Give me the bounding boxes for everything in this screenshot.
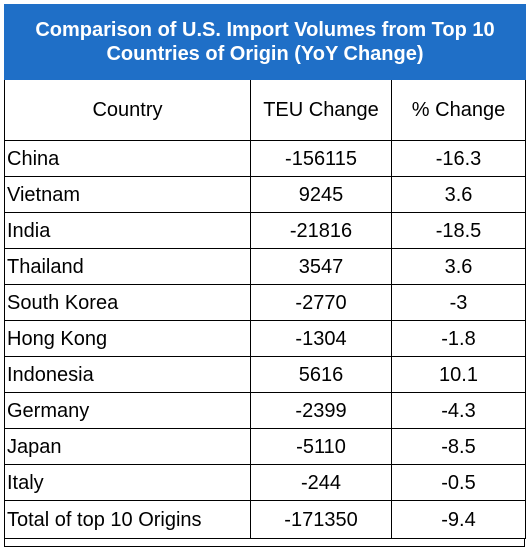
teu-change-cell: -21816 — [250, 212, 392, 249]
teu-change-cell: -244 — [250, 464, 392, 501]
table-row: Japan -5110 -8.5 — [4, 428, 526, 465]
table-row: South Korea -2770 -3 — [4, 284, 526, 321]
header-pct-change: % Change — [391, 79, 526, 141]
pct-change-cell: -8.5 — [391, 428, 526, 465]
teu-change-cell: -5110 — [250, 428, 392, 465]
pct-change-cell: 3.6 — [391, 176, 526, 213]
table-row: Hong Kong -1304 -1.8 — [4, 320, 526, 357]
header-country: Country — [4, 79, 251, 141]
pct-change-cell: -18.5 — [391, 212, 526, 249]
country-cell: Thailand — [4, 248, 251, 285]
pct-change-cell: -1.8 — [391, 320, 526, 357]
teu-change-cell: -1304 — [250, 320, 392, 357]
teu-change-cell: 5616 — [250, 356, 392, 393]
header-row: Country TEU Change % Change — [4, 79, 526, 141]
table-body: China -156115 -16.3 Vietnam 9245 3.6 India -218… — [4, 140, 526, 501]
table-row: Germany -2399 -4.3 — [4, 392, 526, 429]
table-row: Italy -244 -0.5 — [4, 464, 526, 501]
teu-change-cell: -156115 — [250, 140, 392, 177]
import-volume-table: Comparison of U.S. Import Volumes from T… — [4, 4, 526, 539]
teu-change-cell: -2399 — [250, 392, 392, 429]
total-label: Total of top 10 Origins — [4, 500, 251, 539]
pct-change-cell: 10.1 — [391, 356, 526, 393]
pct-change-cell: -16.3 — [391, 140, 526, 177]
import-volume-table-container: Comparison of U.S. Import Volumes from T… — [4, 4, 526, 547]
title-row: Comparison of U.S. Import Volumes from T… — [4, 4, 526, 80]
table-row: China -156115 -16.3 — [4, 140, 526, 177]
teu-change-cell: 3547 — [250, 248, 392, 285]
pct-change-cell: 3.6 — [391, 248, 526, 285]
total-teu-change: -171350 — [250, 500, 392, 539]
teu-change-cell: 9245 — [250, 176, 392, 213]
country-cell: South Korea — [4, 284, 251, 321]
table-row: Indonesia 5616 10.1 — [4, 356, 526, 393]
table-row: India -21816 -18.5 — [4, 212, 526, 249]
total-pct-change: -9.4 — [391, 500, 526, 539]
country-cell: Indonesia — [4, 356, 251, 393]
table-title: Comparison of U.S. Import Volumes from T… — [4, 4, 526, 80]
pct-change-cell: -3 — [391, 284, 526, 321]
country-cell: Japan — [4, 428, 251, 465]
country-cell: Vietnam — [4, 176, 251, 213]
pct-change-cell: -4.3 — [391, 392, 526, 429]
pct-change-cell: -0.5 — [391, 464, 526, 501]
table-row: Vietnam 9245 3.6 — [4, 176, 526, 213]
country-cell: China — [4, 140, 251, 177]
country-cell: Germany — [4, 392, 251, 429]
teu-change-cell: -2770 — [250, 284, 392, 321]
header-teu-change: TEU Change — [250, 79, 392, 141]
total-row: Total of top 10 Origins -171350 -9.4 — [4, 500, 526, 539]
table-row: Thailand 3547 3.6 — [4, 248, 526, 285]
country-cell: India — [4, 212, 251, 249]
country-cell: Hong Kong — [4, 320, 251, 357]
country-cell: Italy — [4, 464, 251, 501]
table-bottom-edge — [4, 539, 525, 547]
